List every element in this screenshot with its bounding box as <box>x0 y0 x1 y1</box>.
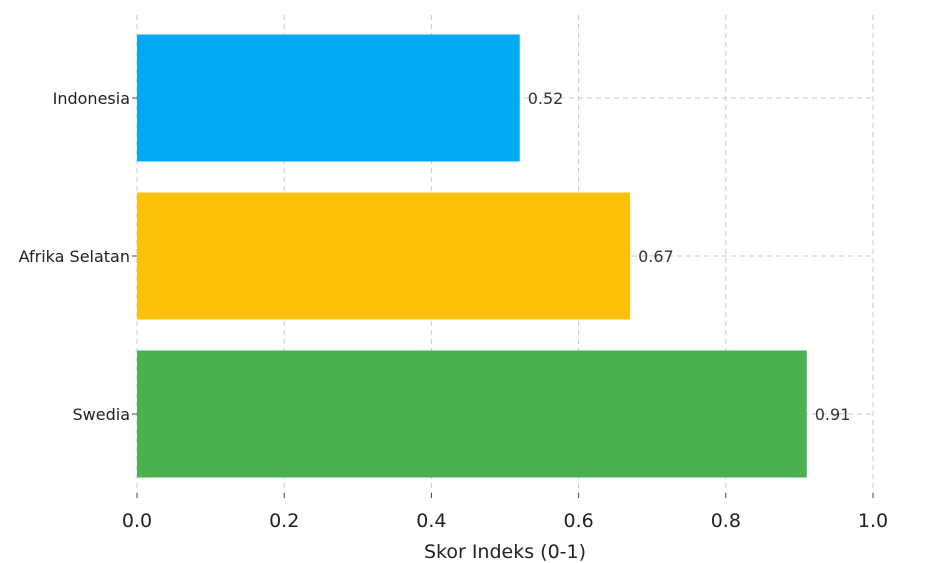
bar <box>137 350 807 478</box>
x-tick-label: 0.0 <box>122 510 152 532</box>
category-label: Afrika Selatan <box>19 247 130 266</box>
bar-layer <box>137 34 807 478</box>
x-tick-label: 0.2 <box>269 510 299 532</box>
bar <box>137 192 631 320</box>
x-axis-title: Skor Indeks (0-1) <box>424 541 586 563</box>
bar <box>137 34 520 162</box>
category-label: Swedia <box>73 405 131 424</box>
bar-value-label: 0.91 <box>815 405 851 424</box>
bar-value-label: 0.52 <box>528 89 564 108</box>
label-layer: Indonesia 0.52 Afrika Selatan 0.67 Swedia 0.9… <box>19 89 851 424</box>
x-tick-label: 1.0 <box>858 510 888 532</box>
category-label: Indonesia <box>53 89 130 108</box>
bar-value-label: 0.67 <box>638 247 674 266</box>
x-tick-label: 0.4 <box>416 510 446 532</box>
x-tick-label: 0.8 <box>711 510 741 532</box>
axis-layer: 0.0 0.2 0.4 0.6 0.8 1.0 <box>122 97 888 532</box>
x-tick-label: 0.6 <box>563 510 593 532</box>
